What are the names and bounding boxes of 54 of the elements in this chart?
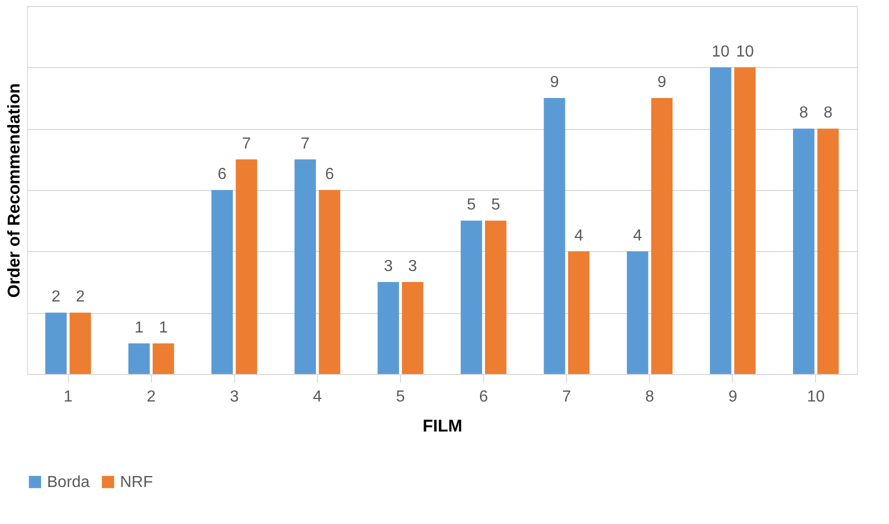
x-tick-label: 7 xyxy=(562,388,572,406)
bar xyxy=(318,190,340,374)
x-tick-label: 9 xyxy=(728,388,738,406)
data-label: 9 xyxy=(657,74,666,91)
data-label: 6 xyxy=(218,166,227,183)
bar xyxy=(734,67,756,374)
x-tick-label: 3 xyxy=(230,388,239,406)
x-tick-label: 4 xyxy=(312,388,322,406)
data-label: 7 xyxy=(300,135,310,152)
data-label: 4 xyxy=(574,227,584,244)
legend-label: Borda xyxy=(47,474,90,491)
data-label: 1 xyxy=(158,319,168,336)
data-label: 4 xyxy=(633,227,642,244)
x-tick-label: 8 xyxy=(645,388,654,406)
data-label: 8 xyxy=(799,104,808,122)
bar xyxy=(236,159,258,374)
data-label: 8 xyxy=(824,104,833,122)
bar xyxy=(128,343,150,374)
x-tick-label: 10 xyxy=(806,388,825,406)
bar xyxy=(70,312,91,374)
x-tick-label: 2 xyxy=(146,388,156,406)
data-label: 1 xyxy=(134,319,144,336)
bar xyxy=(710,67,732,374)
x-tick-label: 5 xyxy=(396,388,406,406)
data-label: 2 xyxy=(76,288,85,306)
legend-label: NRF xyxy=(120,474,154,491)
bar xyxy=(378,282,399,374)
data-label: 3 xyxy=(384,258,393,275)
data-label: 10 xyxy=(736,43,754,60)
y-axis-title: Order of Recommendation xyxy=(4,83,24,298)
data-label: 10 xyxy=(712,43,730,60)
bar xyxy=(817,128,839,374)
data-label: 6 xyxy=(325,166,334,183)
x-tick-label: 6 xyxy=(479,388,488,406)
bar xyxy=(460,220,482,374)
x-tick-label: 1 xyxy=(64,388,73,406)
bar xyxy=(152,343,174,374)
data-label: 5 xyxy=(466,196,476,214)
data-label: 7 xyxy=(242,135,251,152)
bar xyxy=(568,251,590,374)
bar xyxy=(544,98,566,374)
x-axis-title: FILM xyxy=(422,416,462,436)
bar xyxy=(402,282,424,374)
data-label: 5 xyxy=(491,196,500,214)
data-label: 9 xyxy=(550,74,560,91)
bar xyxy=(793,128,814,374)
bar xyxy=(485,220,506,374)
bar xyxy=(211,190,233,374)
bar xyxy=(45,312,67,374)
data-label: 2 xyxy=(52,288,61,306)
bar xyxy=(651,98,673,374)
data-label: 3 xyxy=(408,258,418,275)
bar xyxy=(294,159,316,374)
bar xyxy=(626,251,648,374)
